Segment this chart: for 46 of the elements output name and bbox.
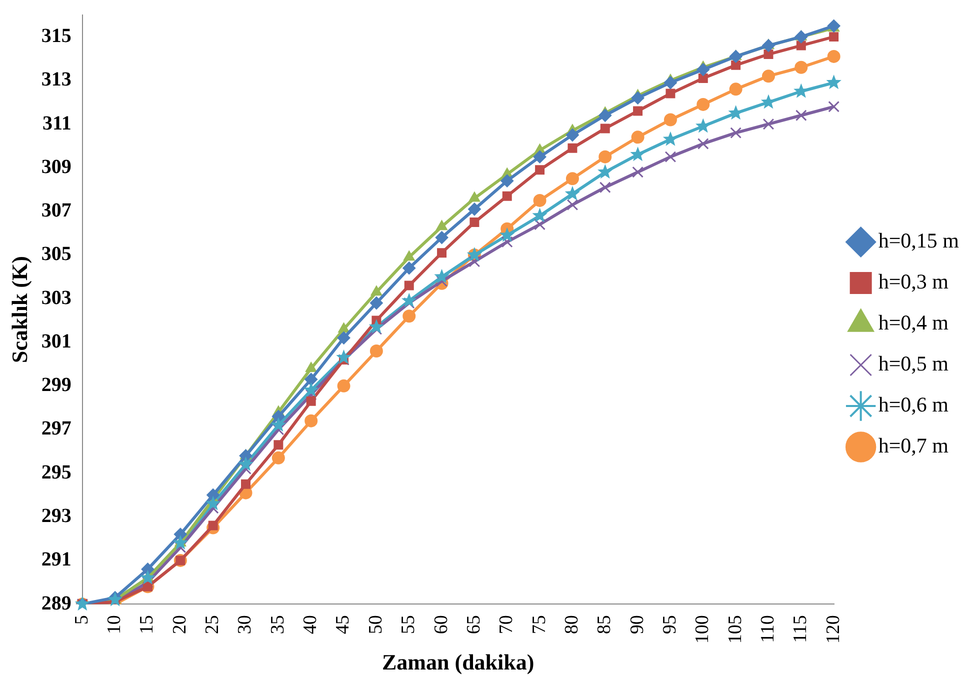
legend-label: h=0,3 m xyxy=(878,270,949,294)
x-tick-label: 70 xyxy=(496,615,518,634)
legend-label: h=0,6 m xyxy=(878,392,949,417)
y-tick-label: 311 xyxy=(42,112,72,134)
x-axis-title: Zaman (dakika) xyxy=(382,649,534,674)
x-tick-label: 100 xyxy=(692,615,714,644)
legend-label: h=0,4 m xyxy=(878,310,949,335)
x-tick-label: 60 xyxy=(430,615,452,634)
x-tick-label: 110 xyxy=(757,615,778,643)
x-tick-label: 55 xyxy=(398,615,420,634)
x-tick-label: 75 xyxy=(528,615,550,634)
y-tick-label: 313 xyxy=(41,68,72,91)
x-tick-label: 20 xyxy=(169,615,190,634)
x-tick-label: 50 xyxy=(365,615,386,634)
y-axis-title: Scaklık (K) xyxy=(6,256,32,364)
y-tick-label: 303 xyxy=(41,286,72,309)
x-tick-label: 120 xyxy=(822,615,844,644)
x-tick-label: 25 xyxy=(202,615,224,634)
y-tick-label: 289 xyxy=(41,592,72,614)
x-tick-label: 95 xyxy=(659,615,680,634)
y-tick-label: 295 xyxy=(41,461,72,484)
legend-label: h=0,15 m xyxy=(878,228,960,253)
x-tick-label: 105 xyxy=(724,615,746,644)
x-tick-label: 45 xyxy=(332,615,354,634)
x-tick-label: 5 xyxy=(71,615,92,625)
y-tick-label: 307 xyxy=(41,200,72,222)
y-tick-label: 315 xyxy=(41,24,72,47)
x-tick-label: 65 xyxy=(463,615,484,634)
y-tick-label: 309 xyxy=(41,156,72,178)
legend-label: h=0,7 m xyxy=(878,434,949,458)
x-tick-label: 40 xyxy=(300,615,322,634)
y-tick-label: 305 xyxy=(41,243,72,266)
y-tick-label: 293 xyxy=(41,505,72,527)
legend-label: h=0,5 m xyxy=(878,352,949,376)
x-tick-label: 30 xyxy=(234,615,256,634)
x-tick-label: 10 xyxy=(104,615,126,634)
x-tick-label: 80 xyxy=(561,615,582,634)
x-tick-label: 35 xyxy=(267,615,288,634)
x-tick-label: 115 xyxy=(790,615,812,643)
y-tick-label: 299 xyxy=(41,374,72,396)
y-tick-label: 291 xyxy=(41,548,72,571)
x-tick-label: 90 xyxy=(626,615,648,634)
y-tick-label: 297 xyxy=(41,418,72,440)
y-tick-label: 301 xyxy=(41,330,72,352)
x-tick-label: 85 xyxy=(594,615,616,634)
x-tick-label: 15 xyxy=(136,615,158,634)
